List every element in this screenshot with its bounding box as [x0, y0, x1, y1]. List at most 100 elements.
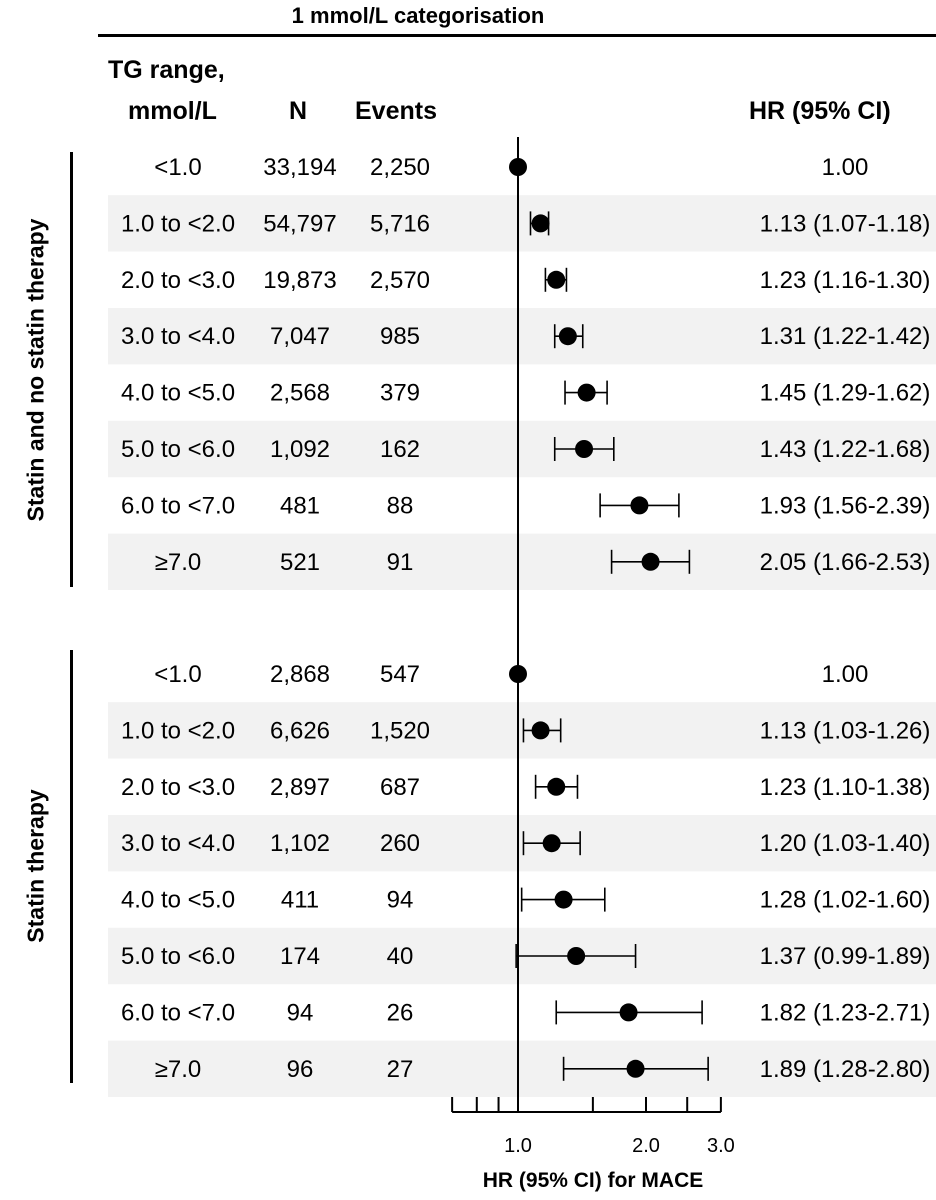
tg-range-cell: 2.0 to <3.0	[121, 267, 235, 294]
tg-range-cell: 2.0 to <3.0	[121, 774, 235, 801]
x-axis-label: HR (95% CI) for MACE	[483, 1169, 704, 1192]
row-stripe	[108, 702, 936, 759]
row-stripe	[108, 420, 936, 478]
tg-range-cell: 4.0 to <5.0	[121, 380, 235, 407]
n-cell: 19,873	[263, 267, 336, 294]
tg-range-cell: 4.0 to <5.0	[121, 887, 235, 914]
events-cell: 2,570	[370, 267, 430, 294]
events-cell: 91	[387, 549, 414, 576]
hr-point	[547, 777, 566, 796]
tg-range-cell: 5.0 to <6.0	[121, 436, 235, 463]
hr-point	[542, 834, 561, 853]
hr-cell: 1.28 (1.02-1.60)	[760, 887, 931, 914]
n-cell: 174	[280, 943, 320, 970]
tg-range-cell: 5.0 to <6.0	[121, 943, 235, 970]
hr-cell: 1.20 (1.03-1.40)	[760, 830, 931, 857]
events-cell: 26	[387, 999, 414, 1026]
hr-cell: 1.93 (1.56-2.39)	[760, 492, 931, 519]
row-stripe	[108, 1040, 936, 1097]
hr-point	[531, 721, 550, 740]
hr-point	[577, 383, 596, 402]
tg-range-cell: 1.0 to <2.0	[121, 717, 235, 744]
n-cell: 94	[287, 999, 314, 1026]
x-tick-label: 1.0	[504, 1135, 532, 1157]
events-cell: 985	[380, 323, 420, 350]
events-cell: 162	[380, 436, 420, 463]
events-cell: 1,520	[370, 717, 430, 744]
hr-cell: 1.13 (1.07-1.18)	[760, 210, 931, 237]
x-tick-label: 2.0	[632, 1135, 660, 1157]
section-rule	[98, 34, 936, 37]
hr-point	[567, 947, 586, 965]
n-cell: 1,092	[270, 436, 330, 463]
n-cell: 1,102	[270, 830, 330, 857]
n-cell: 481	[280, 492, 320, 519]
events-cell: 40	[387, 943, 414, 970]
events-cell: 2,250	[370, 154, 430, 181]
n-cell: 2,897	[270, 774, 330, 801]
hr-point	[547, 270, 566, 289]
row-stripe	[108, 308, 936, 365]
hr-cell: 1.23 (1.16-1.30)	[760, 267, 931, 294]
tg-range-cell: 3.0 to <4.0	[121, 830, 235, 857]
hr-point	[509, 158, 527, 176]
events-cell: 27	[387, 1056, 414, 1083]
hr-point	[531, 214, 550, 233]
hr-cell: 1.43 (1.22-1.68)	[760, 436, 931, 463]
hr-cell: 1.00	[822, 661, 869, 688]
hr-cell: 1.45 (1.29-1.62)	[760, 380, 931, 407]
hr-cell: 1.13 (1.03-1.26)	[760, 717, 931, 744]
group-bar-statin	[70, 650, 73, 1083]
row-stripe	[108, 533, 936, 590]
events-cell: 687	[380, 774, 420, 801]
header-events: Events	[355, 97, 437, 125]
n-cell: 6,626	[270, 717, 330, 744]
tg-range-cell: ≥7.0	[155, 549, 202, 576]
hr-cell: 2.05 (1.66-2.53)	[760, 549, 931, 576]
tg-range-cell: 3.0 to <4.0	[121, 323, 235, 350]
hr-point	[641, 552, 660, 571]
hr-cell: 1.37 (0.99-1.89)	[760, 943, 931, 970]
hr-cell: 1.00	[822, 154, 869, 181]
n-cell: 2,568	[270, 380, 330, 407]
n-cell: 54,797	[263, 210, 336, 237]
header-n: N	[289, 97, 308, 125]
events-cell: 5,716	[370, 210, 430, 237]
hr-point	[630, 496, 649, 515]
n-cell: 7,047	[270, 323, 330, 350]
events-cell: 94	[387, 887, 414, 914]
header-tg-range-line1: TG range,	[108, 56, 225, 84]
events-cell: 260	[380, 830, 420, 857]
events-cell: 379	[380, 380, 420, 407]
section-title: 1 mmol/L categorisation	[291, 3, 545, 28]
tg-range-cell: 6.0 to <7.0	[121, 492, 235, 519]
tg-range-cell: <1.0	[154, 661, 201, 688]
hr-point	[554, 890, 573, 909]
x-tick-label: 3.0	[707, 1135, 735, 1157]
events-cell: 88	[387, 492, 414, 519]
section-rule-tick	[930, 34, 936, 37]
hr-point	[619, 1003, 638, 1022]
hr-cell: 1.82 (1.23-2.71)	[760, 999, 931, 1026]
group-bar-all	[70, 152, 73, 587]
n-cell: 411	[281, 887, 319, 914]
row-stripe	[108, 195, 936, 252]
tg-range-cell: 6.0 to <7.0	[121, 999, 235, 1026]
n-cell: 96	[287, 1056, 314, 1083]
tg-range-cell: ≥7.0	[155, 1056, 202, 1083]
n-cell: 2,868	[270, 661, 330, 688]
tg-range-cell: 1.0 to <2.0	[121, 210, 235, 237]
n-cell: 33,194	[263, 154, 336, 181]
tg-range-cell: <1.0	[154, 154, 201, 181]
hr-cell: 1.31 (1.22-1.42)	[760, 323, 931, 350]
hr-point	[558, 327, 577, 346]
header-hr: HR (95% CI)	[749, 97, 891, 125]
n-cell: 521	[280, 549, 320, 576]
events-cell: 547	[380, 661, 420, 688]
hr-cell: 1.23 (1.10-1.38)	[760, 774, 931, 801]
hr-point	[575, 440, 594, 458]
hr-point	[626, 1059, 645, 1078]
hr-cell: 1.89 (1.28-2.80)	[760, 1056, 931, 1083]
row-stripe	[108, 815, 936, 872]
